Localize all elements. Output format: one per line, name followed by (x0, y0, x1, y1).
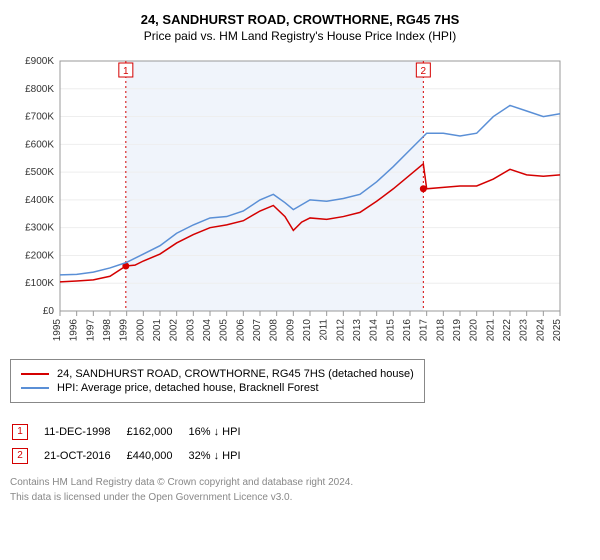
price-chart: £0 £100K £200K £300K £400K £500K £600K £700K £80… (10, 51, 570, 351)
x-tick-label: 2014 (369, 319, 380, 342)
y-tick-label: £600K (25, 139, 54, 150)
legend: 24, SANDHURST ROAD, CROWTHORNE, RG45 7HS… (10, 359, 425, 403)
transaction-delta: 32% ↓ HPI (189, 445, 255, 467)
x-tick-label: 1998 (102, 319, 113, 342)
table-row: 2 21-OCT-2016£440,00032% ↓ HPI (12, 445, 255, 467)
x-tick-label: 2003 (185, 319, 196, 342)
page-title: 24, SANDHURST ROAD, CROWTHORNE, RG45 7HS (10, 12, 590, 27)
x-tick-label: 2017 (419, 319, 430, 342)
transactions-table: 1 11-DEC-1998£162,00016% ↓ HPI 2 21-OCT-201… (10, 419, 257, 469)
y-tick-label: £0 (43, 306, 55, 317)
x-tick-label: 2020 (469, 319, 480, 342)
x-tick-label: 2010 (302, 319, 313, 342)
x-tick-label: 2012 (335, 319, 346, 342)
y-tick-label: £200K (25, 250, 54, 261)
x-tick-label: 2001 (152, 319, 163, 342)
x-tick-label: 2013 (352, 319, 363, 342)
x-tick-label: 2008 (269, 319, 280, 342)
legend-swatch (21, 373, 49, 375)
marker-box-label: 2 (421, 66, 427, 77)
footnote-copyright: Contains HM Land Registry data © Crown c… (10, 477, 590, 488)
y-tick-label: £500K (25, 167, 54, 178)
transaction-delta: 16% ↓ HPI (189, 421, 255, 443)
x-tick-label: 2015 (385, 319, 396, 342)
x-tick-label: 2021 (485, 319, 496, 342)
x-tick-label: 2024 (535, 319, 546, 342)
footnote-licence: This data is licensed under the Open Gov… (10, 492, 590, 503)
x-tick-label: 2004 (202, 319, 213, 342)
x-tick-label: 2022 (502, 319, 513, 342)
x-tick-label: 1997 (85, 319, 96, 342)
x-tick-label: 1995 (52, 319, 63, 342)
x-tick-label: 1999 (119, 319, 130, 342)
x-tick-label: 2023 (519, 319, 530, 342)
x-tick-label: 2016 (402, 319, 413, 342)
x-tick-label: 2007 (252, 319, 263, 342)
x-tick-label: 2000 (135, 319, 146, 342)
x-tick-label: 2002 (169, 319, 180, 342)
legend-label: 24, SANDHURST ROAD, CROWTHORNE, RG45 7HS… (57, 368, 414, 380)
x-tick-label: 2011 (319, 319, 330, 341)
x-tick-label: 2019 (452, 319, 463, 342)
x-tick-label: 2005 (219, 319, 230, 342)
table-row: 1 11-DEC-1998£162,00016% ↓ HPI (12, 421, 255, 443)
x-tick-label: 2006 (235, 319, 246, 342)
page-subtitle: Price paid vs. HM Land Registry's House … (10, 29, 590, 43)
transaction-marker: 1 (12, 424, 28, 440)
shaded-region (126, 61, 424, 311)
legend-label: HPI: Average price, detached house, Brac… (57, 382, 319, 394)
transaction-date: 11-DEC-1998 (44, 421, 125, 443)
x-tick-label: 2018 (435, 319, 446, 342)
y-tick-label: £800K (25, 84, 54, 95)
chart-container: £0 £100K £200K £300K £400K £500K £600K £700K £80… (10, 51, 590, 351)
legend-row: HPI: Average price, detached house, Brac… (21, 382, 414, 394)
y-tick-label: £100K (25, 278, 54, 289)
transaction-marker: 2 (12, 448, 28, 464)
legend-row: 24, SANDHURST ROAD, CROWTHORNE, RG45 7HS… (21, 368, 414, 380)
marker-box-label: 1 (123, 66, 129, 77)
y-tick-label: £900K (25, 56, 54, 67)
y-tick-label: £300K (25, 223, 54, 234)
transaction-date: 21-OCT-2016 (44, 445, 125, 467)
x-tick-label: 1996 (69, 319, 80, 342)
legend-swatch (21, 387, 49, 389)
transaction-price: £440,000 (127, 445, 187, 467)
x-tick-label: 2009 (285, 319, 296, 342)
y-tick-label: £400K (25, 195, 54, 206)
x-tick-label: 2025 (552, 319, 563, 342)
transaction-price: £162,000 (127, 421, 187, 443)
y-tick-label: £700K (25, 112, 54, 123)
